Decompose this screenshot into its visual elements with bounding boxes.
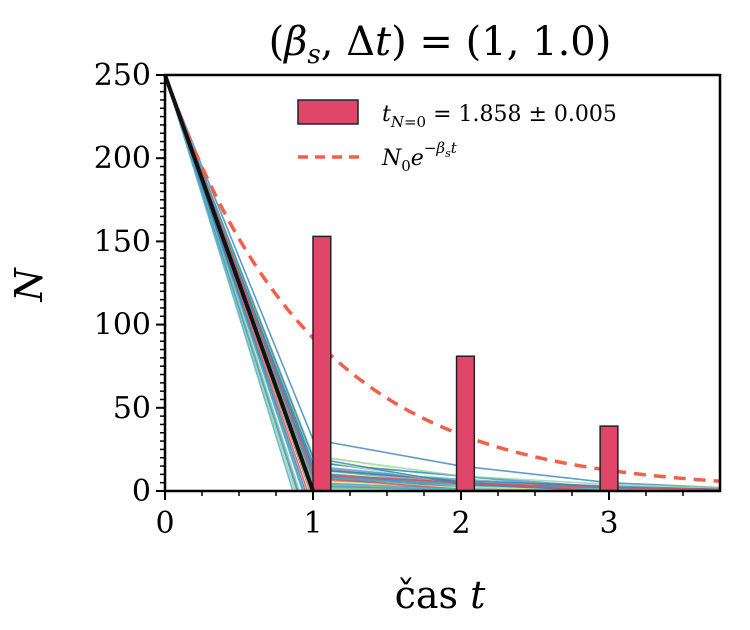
svg-text:(βs, Δt) = (1, 1.0): (βs, Δt) = (1, 1.0) bbox=[269, 19, 612, 70]
histogram-bar bbox=[312, 235, 332, 492]
legend-bar-swatch bbox=[297, 99, 359, 125]
x-tick-label: 3 bbox=[599, 506, 618, 541]
y-tick-label: 150 bbox=[94, 224, 151, 259]
reference-curve bbox=[163, 74, 721, 483]
y-tick-label: 200 bbox=[94, 141, 151, 176]
legend-bar-label: tN=0 = 1.858 ± 0.005 bbox=[382, 102, 617, 131]
svg-text:čas t: čas t bbox=[395, 573, 487, 617]
reference-curve-group bbox=[163, 74, 721, 483]
histogram-bar bbox=[599, 425, 619, 492]
y-axis: 0 50 100 150 200 250 bbox=[94, 58, 165, 509]
x-tick-label: 0 bbox=[155, 506, 174, 541]
x-axis-title: čas t bbox=[395, 573, 487, 617]
x-tick-label: 2 bbox=[451, 506, 470, 541]
bars-group bbox=[312, 235, 619, 492]
y-axis-title: N bbox=[7, 267, 51, 303]
mean-line bbox=[163, 74, 315, 492]
x-axis: 0 1 2 3 bbox=[155, 491, 684, 541]
trajectory-line bbox=[164, 74, 298, 492]
y-tick-label: 100 bbox=[94, 308, 151, 343]
y-tick-label: 0 bbox=[132, 474, 151, 509]
legend-curve-label: N0e−βst bbox=[381, 139, 458, 175]
y-tick-label: 50 bbox=[113, 391, 151, 426]
mean-line-group bbox=[163, 74, 315, 492]
x-tick-label: 1 bbox=[303, 506, 322, 541]
histogram-bar bbox=[455, 355, 476, 492]
svg-text:N: N bbox=[7, 267, 51, 303]
legend: tN=0 = 1.858 ± 0.005 N0e−βst bbox=[297, 99, 617, 175]
y-tick-label: 250 bbox=[94, 58, 151, 93]
chart-title: (βs, Δt) = (1, 1.0) bbox=[269, 19, 612, 70]
